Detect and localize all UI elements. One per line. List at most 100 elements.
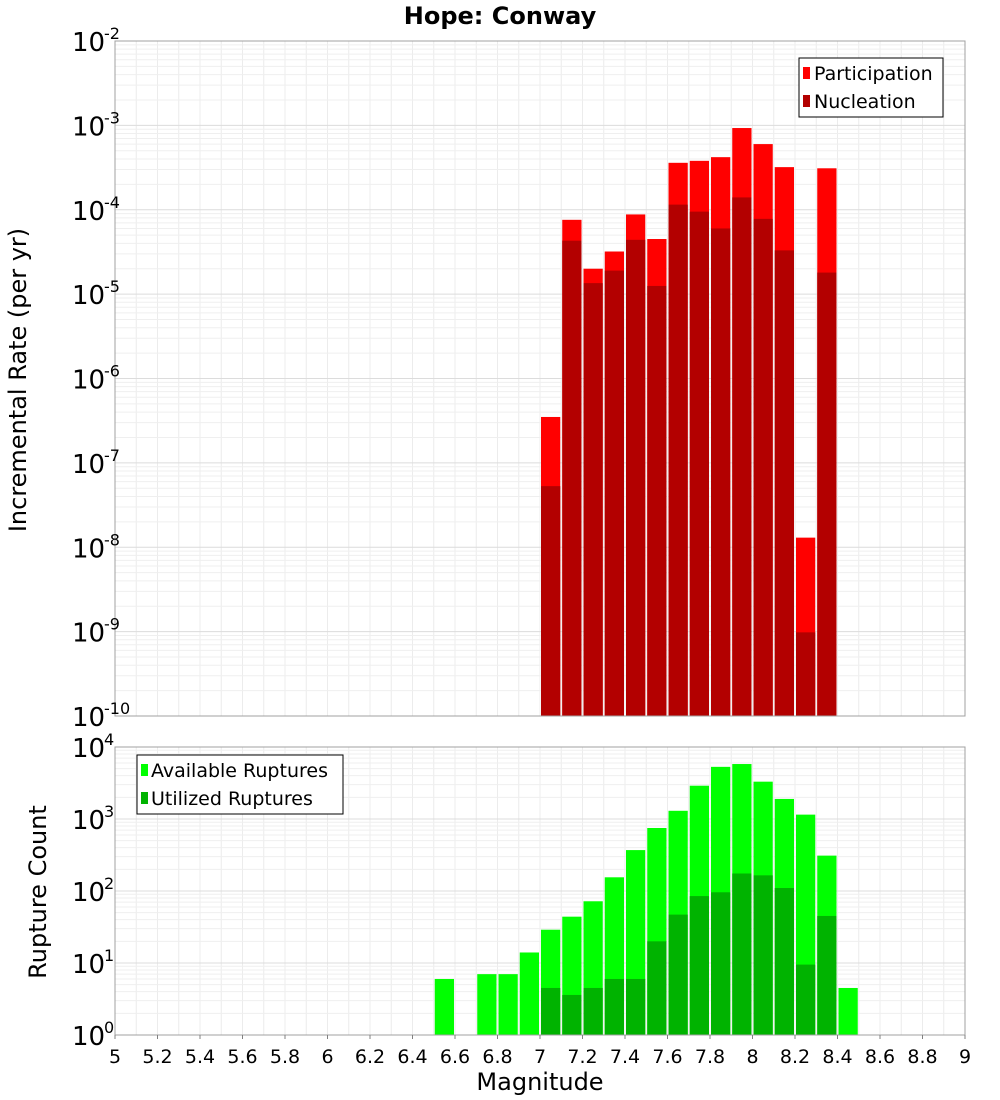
x-tick-label: 8.2 xyxy=(780,1046,810,1068)
top-y-tick-exponent: -2 xyxy=(104,24,120,43)
x-tick-label: 8 xyxy=(746,1046,758,1068)
x-tick-label: 6.4 xyxy=(397,1046,427,1068)
bottom-y-tick-label: 10 xyxy=(72,734,105,764)
top-bar-nucleation xyxy=(647,285,667,716)
x-tick-label: 9 xyxy=(959,1046,971,1068)
x-tick-label: 8.8 xyxy=(907,1046,937,1068)
bottom-bar-utilized-ruptures xyxy=(774,888,794,1035)
legend-swatch-participation xyxy=(803,67,810,79)
top-bar-nucleation xyxy=(774,250,794,717)
top-bar-nucleation xyxy=(732,197,752,717)
top-bar-nucleation xyxy=(626,239,646,716)
top-y-tick-label: 10 xyxy=(72,281,105,311)
top-y-tick-label: 10 xyxy=(72,28,105,58)
x-tick-label: 5.6 xyxy=(227,1046,257,1068)
bottom-bar-utilized-ruptures xyxy=(668,914,688,1035)
top-bar-nucleation xyxy=(583,283,603,716)
top-panel-bars xyxy=(541,128,837,717)
top-y-tick-label: 10 xyxy=(72,112,105,142)
x-tick-label: 6 xyxy=(321,1046,333,1068)
top-bar-nucleation xyxy=(689,211,709,716)
legend-label-participation: Participation xyxy=(814,63,933,85)
top-y-tick-exponent: -6 xyxy=(104,362,120,381)
top-bar-nucleation xyxy=(541,486,561,716)
bottom-y-tick-exponent: 1 xyxy=(104,946,114,965)
bottom-bar-available-ruptures xyxy=(477,974,497,1035)
bottom-bar-available-ruptures xyxy=(519,952,539,1035)
legend-label-nucleation: Nucleation xyxy=(814,91,916,113)
top-y-tick-exponent: -3 xyxy=(104,108,120,127)
bottom-bar-utilized-ruptures xyxy=(626,978,646,1035)
bottom-bar-utilized-ruptures xyxy=(753,875,773,1035)
bottom-y-tick-exponent: 3 xyxy=(104,802,114,821)
x-tick-label: 5.4 xyxy=(185,1046,215,1068)
top-y-tick-exponent: -8 xyxy=(104,530,120,549)
x-tick-label: 5.2 xyxy=(142,1046,172,1068)
bottom-bar-utilized-ruptures xyxy=(732,873,752,1035)
top-legend-box xyxy=(798,57,944,118)
top-y-tick-exponent: -9 xyxy=(104,615,120,634)
top-y-tick-exponent: -4 xyxy=(104,193,120,212)
bottom-legend-box xyxy=(136,754,344,815)
bottom-bar-utilized-ruptures xyxy=(689,896,709,1035)
legend-label-available: Available Ruptures xyxy=(151,760,328,782)
bottom-y-tick-exponent: 2 xyxy=(104,874,114,893)
x-tick-label: 6.6 xyxy=(440,1046,470,1068)
bottom-y-tick-exponent: 0 xyxy=(104,1018,114,1037)
top-y-tick-exponent: -7 xyxy=(104,446,120,465)
bottom-bar-available-ruptures xyxy=(498,974,518,1035)
top-y-tick-label: 10 xyxy=(72,703,105,733)
x-tick-label: 7 xyxy=(534,1046,546,1068)
top-y-tick-label: 10 xyxy=(72,450,105,480)
x-axis-title: Magnitude xyxy=(476,1068,603,1096)
top-panel-frame xyxy=(114,40,966,717)
bottom-bar-utilized-ruptures xyxy=(604,978,624,1035)
top-y-tick-exponent: -5 xyxy=(104,277,120,296)
bottom-bar-utilized-ruptures xyxy=(583,987,603,1035)
x-tick-label: 7.8 xyxy=(695,1046,725,1068)
top-bar-nucleation xyxy=(796,632,816,716)
legend-label-utilized: Utilized Ruptures xyxy=(151,788,313,810)
top-bar-nucleation xyxy=(817,272,837,716)
x-tick-label: 5 xyxy=(109,1046,121,1068)
top-legend: Participation Nucleation xyxy=(798,57,944,118)
bottom-bar-utilized-ruptures xyxy=(647,941,667,1035)
top-y-tick-label: 10 xyxy=(72,366,105,396)
x-tick-label: 7.4 xyxy=(610,1046,640,1068)
bottom-y-tick-label: 10 xyxy=(72,1022,105,1052)
legend-swatch-nucleation xyxy=(803,95,810,107)
bottom-y-tick-label: 10 xyxy=(72,878,105,908)
top-bar-nucleation xyxy=(562,240,582,717)
bottom-y-tick-exponent: 4 xyxy=(104,730,114,749)
bottom-bar-available-ruptures xyxy=(838,987,858,1035)
bottom-y-tick-label: 10 xyxy=(72,806,105,836)
top-y-tick-label: 10 xyxy=(72,619,105,649)
top-bar-nucleation xyxy=(604,270,624,716)
top-y-tick-label: 10 xyxy=(72,534,105,564)
bottom-bar-utilized-ruptures xyxy=(817,915,837,1035)
legend-swatch-utilized xyxy=(141,792,148,804)
top-y-tick-label: 10 xyxy=(72,197,105,227)
top-panel-grid xyxy=(114,41,966,717)
bottom-panel-bars xyxy=(434,764,858,1035)
top-y-tick-exponent: -10 xyxy=(104,699,130,718)
x-tick-label: 8.6 xyxy=(865,1046,895,1068)
x-tick-label: 6.8 xyxy=(482,1046,512,1068)
x-tick-label: 6.2 xyxy=(355,1046,385,1068)
legend-swatch-available xyxy=(141,764,148,776)
bottom-y-tick-label: 10 xyxy=(72,950,105,980)
top-y-axis-title: Incremental Rate (per yr) xyxy=(4,228,32,532)
bottom-bar-utilized-ruptures xyxy=(796,964,816,1035)
x-tick-label: 7.2 xyxy=(567,1046,597,1068)
top-bar-nucleation xyxy=(668,204,688,717)
bottom-legend: Available Ruptures Utilized Ruptures xyxy=(136,754,344,815)
bottom-bar-utilized-ruptures xyxy=(711,892,731,1035)
chart-title: Hope: Conway xyxy=(404,2,597,30)
x-tick-label: 5.8 xyxy=(270,1046,300,1068)
top-bar-nucleation xyxy=(711,228,731,716)
bottom-bar-available-ruptures xyxy=(434,978,454,1035)
